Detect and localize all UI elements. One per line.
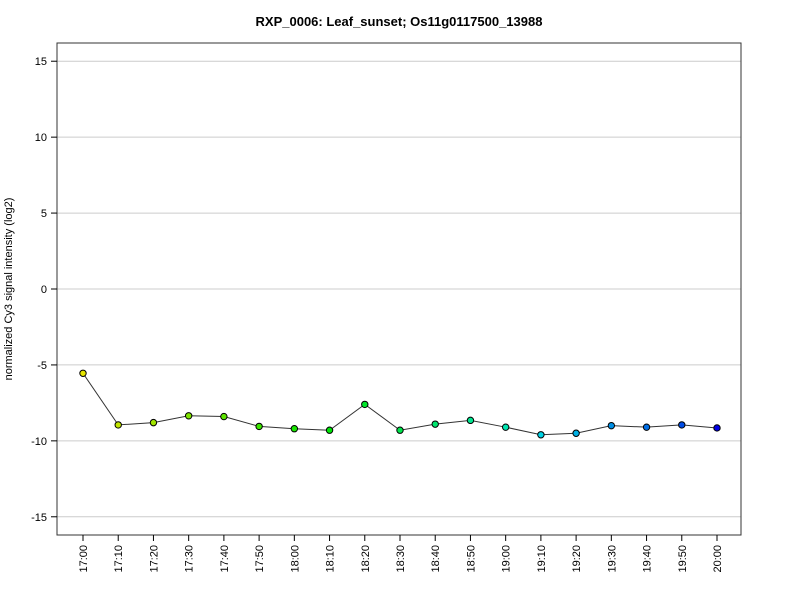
data-point bbox=[396, 426, 404, 434]
chart-title: RXP_0006: Leaf_sunset; Os11g0117500_1398… bbox=[256, 14, 543, 29]
x-tick-label: 19:00 bbox=[501, 545, 513, 573]
data-point bbox=[537, 431, 545, 439]
data-point bbox=[149, 418, 158, 427]
x-tick-label: 18:30 bbox=[395, 545, 407, 573]
x-tick-label: 19:10 bbox=[536, 545, 548, 573]
x-axis: 17:00 17:10 17:20 17:30 17:40 17:50 18:00 18:10… bbox=[78, 535, 724, 573]
data-point bbox=[290, 425, 299, 433]
x-tick-label: 18:20 bbox=[360, 545, 372, 573]
y-tick-label: 10 bbox=[35, 132, 47, 144]
x-tick-label: 20:00 bbox=[712, 545, 724, 573]
data-point bbox=[79, 369, 87, 377]
x-tick-label: 19:20 bbox=[571, 545, 583, 573]
data-point bbox=[607, 421, 616, 430]
y-tick-label: -15 bbox=[31, 512, 47, 524]
x-tick-label: 19:50 bbox=[677, 545, 689, 573]
y-axis: -15 -10 -5 0 5 10 15 bbox=[31, 56, 57, 524]
x-tick-label: 17:40 bbox=[219, 545, 231, 573]
series-layer bbox=[79, 369, 721, 439]
data-point bbox=[114, 421, 122, 429]
x-tick-label: 19:40 bbox=[642, 545, 654, 573]
y-tick-label: 15 bbox=[35, 56, 47, 68]
data-point bbox=[255, 422, 263, 431]
x-tick-label: 18:50 bbox=[465, 545, 477, 573]
x-tick-label: 18:10 bbox=[325, 545, 337, 573]
data-point bbox=[361, 400, 369, 409]
data-point bbox=[572, 429, 580, 437]
x-tick-label: 18:00 bbox=[289, 545, 301, 573]
y-tick-label: 0 bbox=[41, 284, 47, 296]
y-tick-label: 5 bbox=[41, 208, 47, 220]
data-point bbox=[466, 416, 475, 425]
data-point bbox=[642, 423, 651, 431]
series-line bbox=[82, 372, 718, 436]
y-axis-label: normalized Cy3 signal intensity (log2) bbox=[3, 198, 15, 381]
y-tick-label: -5 bbox=[37, 360, 47, 372]
x-tick-label: 17:10 bbox=[113, 545, 125, 573]
x-tick-label: 19:30 bbox=[606, 545, 618, 573]
data-point bbox=[713, 424, 721, 432]
data-point bbox=[220, 412, 228, 421]
data-point bbox=[325, 426, 334, 434]
x-tick-label: 18:40 bbox=[430, 545, 442, 573]
x-tick-label: 17:00 bbox=[78, 545, 90, 573]
data-point bbox=[184, 412, 193, 420]
x-tick-label: 17:20 bbox=[148, 545, 160, 573]
grid-layer bbox=[57, 60, 741, 518]
x-tick-label: 17:50 bbox=[254, 545, 266, 573]
y-tick-label: -10 bbox=[31, 436, 47, 448]
data-point bbox=[501, 423, 510, 431]
data-point bbox=[678, 421, 686, 429]
data-point bbox=[431, 420, 439, 428]
x-tick-label: 17:30 bbox=[184, 545, 196, 573]
